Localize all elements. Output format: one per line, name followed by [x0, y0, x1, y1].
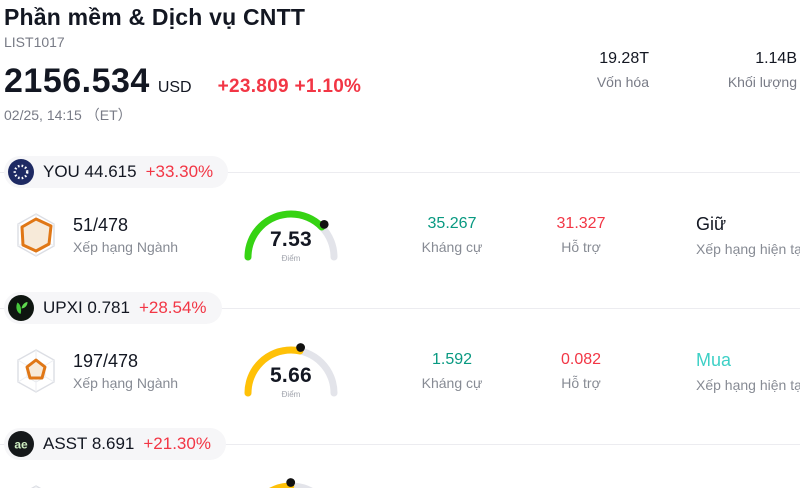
- list-id: LIST1017: [4, 34, 65, 50]
- current-rating-label: Xếp hạng hiện tại: [696, 240, 800, 257]
- currency-label: USD: [157, 79, 192, 96]
- score-gauge: 4.98 Điểm: [238, 476, 344, 488]
- resistance-label: Kháng cự: [421, 375, 483, 391]
- current-rating-value: Giữ: [696, 213, 727, 234]
- ticker-pill[interactable]: ae ASST 8.691 +21.30%: [4, 428, 226, 460]
- resistance-value: 1.592: [431, 351, 473, 368]
- industry-rank-cell: 219/478 Xếp hạng Ngành: [0, 484, 238, 488]
- page-title: Phần mềm & Dịch vụ CNTT: [4, 4, 306, 30]
- resistance-label: Kháng cự: [421, 239, 483, 255]
- ticker-symbol-price: UPXI 0.781: [43, 298, 130, 317]
- score-unit-label: Điểm: [281, 390, 301, 399]
- stock-metrics-row: 51/478 Xếp hạng Ngành 7.53 Điểm 35.267 K…: [0, 203, 800, 267]
- ticker-symbol-price: YOU 44.615: [43, 162, 137, 181]
- ticker-change: +21.30%: [143, 434, 211, 453]
- section-head: ae ASST 8.691 +21.30%: [0, 428, 800, 460]
- price-change: +23.809 +1.10%: [217, 76, 362, 97]
- ticker-logo-icon: ae: [8, 431, 34, 457]
- ticker-logo-icon: [8, 295, 34, 321]
- index-price: 2156.534: [4, 62, 150, 100]
- score-gauge: 5.66 Điểm: [238, 340, 344, 402]
- quote-timestamp: 02/25, 14:15 （ET）: [4, 107, 132, 123]
- industry-rank-value: 197/478: [73, 351, 139, 371]
- score-gauge: 7.53 Điểm: [238, 204, 344, 266]
- market-cap-label: Vốn hóa: [596, 74, 649, 90]
- market-cap-stat: 19.28T Vốn hóa: [559, 50, 649, 90]
- stock-list: YOU 44.615 +33.30% 51/478 Xếp hạng Ngành…: [0, 156, 800, 488]
- support-cell: 0.082 Hỗ trợ: [516, 351, 646, 391]
- volume-stat: 1.14B Khối lượng: [707, 50, 797, 90]
- current-rating-value: --: [696, 486, 800, 488]
- volume-value: 1.14B: [755, 50, 797, 67]
- current-rating-label: Xếp hạng hiện tại: [696, 376, 800, 393]
- support-value: 31.327: [556, 215, 606, 232]
- industry-rank-label: Xếp hạng Ngành: [73, 375, 179, 391]
- industry-rank-label: Xếp hạng Ngành: [73, 239, 179, 255]
- industry-rank-cell: 197/478 Xếp hạng Ngành: [0, 348, 238, 394]
- ticker-symbol-price: ASST 8.691: [43, 434, 135, 453]
- radar-badge-icon: [30, 485, 42, 488]
- ticker-pill[interactable]: YOU 44.615 +33.30%: [4, 156, 229, 188]
- ticker-change: +33.30%: [145, 162, 214, 181]
- stock-section: YOU 44.615 +33.30% 51/478 Xếp hạng Ngành…: [0, 156, 800, 267]
- price-row: 2156.534 USD +23.809 +1.10%: [4, 62, 797, 101]
- volume-label: Khối lượng: [727, 74, 797, 90]
- industry-rank-value: 51/478: [73, 215, 129, 235]
- current-rating-value: Mua: [696, 349, 732, 370]
- section-head: YOU 44.615 +33.30%: [0, 156, 800, 188]
- support-label: Hỗ trợ: [561, 239, 601, 255]
- score-value: 7.53: [269, 228, 313, 251]
- header: Phần mềm & Dịch vụ CNTT LIST1017 2156.53…: [0, 0, 800, 125]
- stock-metrics-row: 219/478 Xếp hạng Ngành 4.98 Điểm 12.755 …: [0, 475, 800, 488]
- section-head: UPXI 0.781 +28.54%: [0, 292, 800, 324]
- support-cell: 31.327 Hỗ trợ: [516, 215, 646, 255]
- support-label: Hỗ trợ: [561, 375, 601, 391]
- resistance-value: 35.267: [427, 215, 477, 232]
- industry-rank-cell: 51/478 Xếp hạng Ngành: [0, 212, 238, 258]
- stock-section: ae ASST 8.691 +21.30% 219/478 Xếp hạng N…: [0, 428, 800, 488]
- radar-badge-icon: [17, 349, 55, 393]
- resistance-cell: 35.267 Kháng cự: [388, 215, 516, 255]
- radar-badge-icon: [17, 213, 55, 257]
- score-unit-label: Điểm: [281, 254, 301, 263]
- stock-metrics-row: 197/478 Xếp hạng Ngành 5.66 Điểm 1.592 K…: [0, 339, 800, 403]
- ticker-change: +28.54%: [138, 298, 207, 317]
- svg-text:ae: ae: [14, 438, 28, 452]
- resistance-cell: 1.592 Kháng cự: [388, 351, 516, 391]
- stock-section: UPXI 0.781 +28.54% 197/478 Xếp hạng Ngàn…: [0, 292, 800, 403]
- support-value: 0.082: [560, 351, 602, 368]
- ticker-logo-icon: [8, 159, 34, 185]
- ticker-pill[interactable]: UPXI 0.781 +28.54%: [4, 292, 222, 324]
- header-stats: 19.28T Vốn hóa 1.14B Khối lượng: [559, 50, 797, 90]
- market-cap-value: 19.28T: [599, 50, 649, 67]
- current-rating-cell: Giữ Xếp hạng hiện tại: [646, 214, 800, 257]
- current-rating-cell: Mua Xếp hạng hiện tại: [646, 350, 800, 393]
- current-rating-cell: -- Xếp hạng hiện tại: [646, 486, 800, 488]
- score-value: 5.66: [269, 364, 313, 387]
